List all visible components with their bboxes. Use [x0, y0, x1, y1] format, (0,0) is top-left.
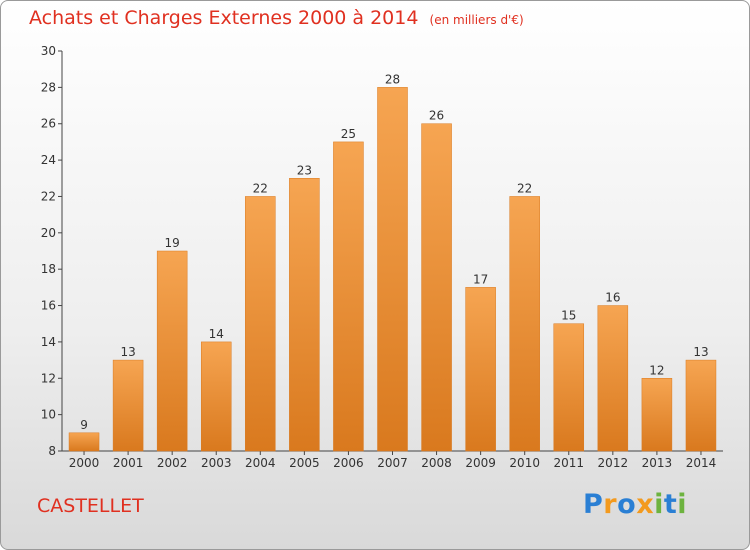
title-row: Achats et Charges Externes 2000 à 2014 (…: [29, 7, 524, 29]
x-tick-label: 2013: [642, 456, 673, 470]
x-tick-label: 2006: [333, 456, 364, 470]
y-tick-label: 30: [41, 44, 56, 58]
commune-name: CASTELLET: [37, 495, 144, 517]
x-tick-label: 2010: [509, 456, 540, 470]
proxiti-logo: Proxiti: [583, 489, 687, 520]
x-tick-label: 2012: [598, 456, 629, 470]
logo-letter: P: [583, 489, 604, 520]
x-tick-label: 2005: [289, 456, 320, 470]
y-tick-label: 8: [48, 444, 56, 458]
bar: [465, 287, 496, 452]
bar: [553, 323, 585, 452]
y-tick-label: 18: [41, 262, 56, 276]
bar: [685, 359, 717, 452]
bar: [289, 178, 320, 452]
bar: [200, 341, 232, 452]
bar: [333, 141, 364, 452]
y-tick-label: 10: [41, 408, 56, 422]
bar: [421, 123, 452, 452]
bar: [597, 305, 629, 452]
bar-value-label: 22: [517, 181, 532, 195]
chart-unit: (en milliers d'€): [429, 13, 524, 27]
bar-value-label: 25: [341, 127, 356, 141]
bar-value-label: 16: [605, 291, 620, 305]
logo-letter: i: [654, 489, 664, 520]
logo-letter: o: [617, 489, 637, 520]
y-tick-label: 28: [41, 80, 56, 94]
y-tick-label: 14: [41, 335, 56, 349]
x-tick-label: 2008: [421, 456, 452, 470]
bar-value-label: 13: [693, 345, 708, 359]
logo-letter: t: [663, 489, 678, 520]
bar-value-label: 17: [473, 272, 488, 286]
chart-title: Achats et Charges Externes 2000 à 2014: [29, 7, 419, 29]
y-tick-label: 26: [41, 117, 56, 131]
bar: [641, 378, 673, 452]
x-tick-label: 2014: [686, 456, 717, 470]
bar-value-label: 15: [561, 309, 576, 323]
bar-value-label: 26: [429, 109, 444, 123]
y-tick-label: 20: [41, 226, 56, 240]
x-tick-label: 2007: [377, 456, 408, 470]
x-tick-label: 2011: [553, 456, 584, 470]
bar: [245, 196, 276, 452]
bar-value-label: 12: [649, 363, 664, 377]
x-tick-label: 2002: [157, 456, 188, 470]
bar-value-label: 9: [80, 418, 88, 432]
y-axis: 8 10 12 14 16 18 20 22 24 26 28 30: [41, 44, 63, 458]
y-tick-label: 22: [41, 189, 56, 203]
bar: [377, 87, 408, 452]
bar-value-label: 28: [385, 72, 400, 86]
x-tick-label: 2003: [201, 456, 232, 470]
y-tick-label: 12: [41, 371, 56, 385]
bar-value-label: 13: [120, 345, 135, 359]
x-tick-label: 2004: [245, 456, 276, 470]
y-tick-label: 24: [41, 153, 56, 167]
x-tick-label: 2009: [465, 456, 496, 470]
x-tick-label: 2001: [113, 456, 144, 470]
bar-value-label: 22: [253, 181, 268, 195]
bar-value-label: 23: [297, 163, 312, 177]
y-tick-label: 16: [41, 299, 56, 313]
x-axis: 2000 2001 2002 2003 2004 2005 2006 2007 2008 2009…: [62, 450, 723, 470]
bar-value-label: 19: [165, 236, 180, 250]
bar: [156, 250, 188, 452]
bar: [112, 359, 144, 452]
bar-value-label: 14: [209, 327, 224, 341]
bars: 9 13 19 14 22 23 25 28 26 17 22 15 16 12 13: [68, 72, 717, 452]
logo-letter: r: [603, 489, 618, 520]
bar: [509, 196, 540, 452]
x-tick-label: 2000: [69, 456, 100, 470]
logo-letter: i: [677, 489, 688, 520]
logo-letter: x: [636, 489, 655, 520]
bar: [68, 432, 100, 452]
